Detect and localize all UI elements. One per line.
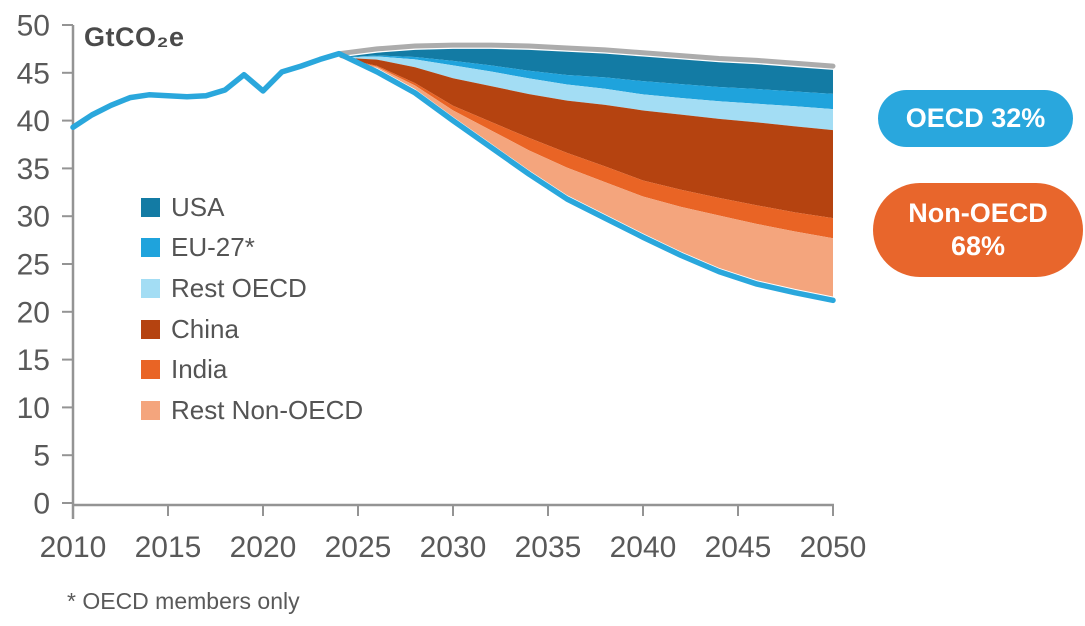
band-china — [339, 57, 833, 219]
x-tick-label: 2030 — [420, 531, 487, 564]
china-swatch-icon — [141, 319, 160, 339]
non-oecd-share-label-line1: Non-OECD — [908, 198, 1048, 228]
usa-swatch-icon — [141, 197, 160, 217]
x-tick-label: 2040 — [610, 531, 677, 564]
band-eu-27 — [339, 55, 833, 110]
legend-label: China — [171, 313, 239, 344]
band-rest-non-oecd — [339, 57, 833, 297]
y-tick-label: 35 — [17, 153, 50, 186]
x-tick-label: 2015 — [135, 531, 202, 564]
regional-gap-wedges — [339, 48, 833, 297]
legend-label: EU-27* — [171, 232, 255, 263]
y-tick-label: 15 — [17, 344, 50, 377]
rest-non-oecd-swatch-icon — [141, 400, 160, 420]
y-tick-label: 45 — [17, 57, 50, 90]
band-india — [339, 57, 833, 239]
non-oecd-share-badge: Non-OECD 68% — [873, 183, 1083, 277]
x-tick-label: 2045 — [705, 531, 772, 564]
baseline-line — [336, 42, 836, 69]
legend-label: Rest Non-OECD — [171, 394, 364, 425]
legend-item-eu27: EU-27* — [141, 228, 363, 269]
x-tick-label: 2050 — [800, 531, 867, 564]
y-tick-label: 30 — [17, 201, 50, 234]
non-oecd-share-label-line2: 68% — [950, 231, 1006, 261]
legend-item-china: China — [141, 309, 363, 350]
unit-label: GtCO₂e — [84, 22, 185, 52]
legend-label: India — [171, 354, 228, 385]
y-tick-label: 5 — [33, 440, 50, 473]
legend-item-rest-non-oecd: Rest Non-OECD — [141, 390, 363, 431]
band-rest-oecd — [339, 56, 833, 131]
india-swatch-icon — [141, 360, 160, 380]
legend-item-usa: USA — [141, 187, 363, 228]
chart-legend: USA EU-27* Rest OECD China India Rest No… — [141, 187, 363, 431]
y-tick-label: 40 — [17, 105, 50, 138]
y-tick-label: 10 — [17, 392, 50, 425]
rest-oecd-swatch-icon — [141, 278, 160, 298]
y-tick-label: 50 — [17, 10, 50, 43]
x-tick-label: 2035 — [515, 531, 582, 564]
oecd-share-label: OECD 32% — [905, 103, 1046, 133]
x-tick-label: 2010 — [40, 531, 107, 564]
x-tick-label: 2025 — [325, 531, 392, 564]
oecd-share-badge: OECD 32% — [878, 90, 1073, 147]
legend-item-rest-oecd: Rest OECD — [141, 268, 363, 309]
footnote: * OECD members only — [67, 588, 300, 614]
y-tick-label: 20 — [17, 296, 50, 329]
eu27-swatch-icon — [141, 238, 160, 258]
y-tick-label: 25 — [17, 249, 50, 282]
y-tick-label: 0 — [33, 488, 50, 521]
x-tick-label: 2020 — [230, 531, 297, 564]
legend-label: Rest OECD — [171, 272, 307, 303]
legend-item-india: India — [141, 349, 363, 390]
legend-label: USA — [171, 191, 225, 222]
band-usa — [339, 48, 833, 94]
emissions-line — [70, 50, 836, 304]
